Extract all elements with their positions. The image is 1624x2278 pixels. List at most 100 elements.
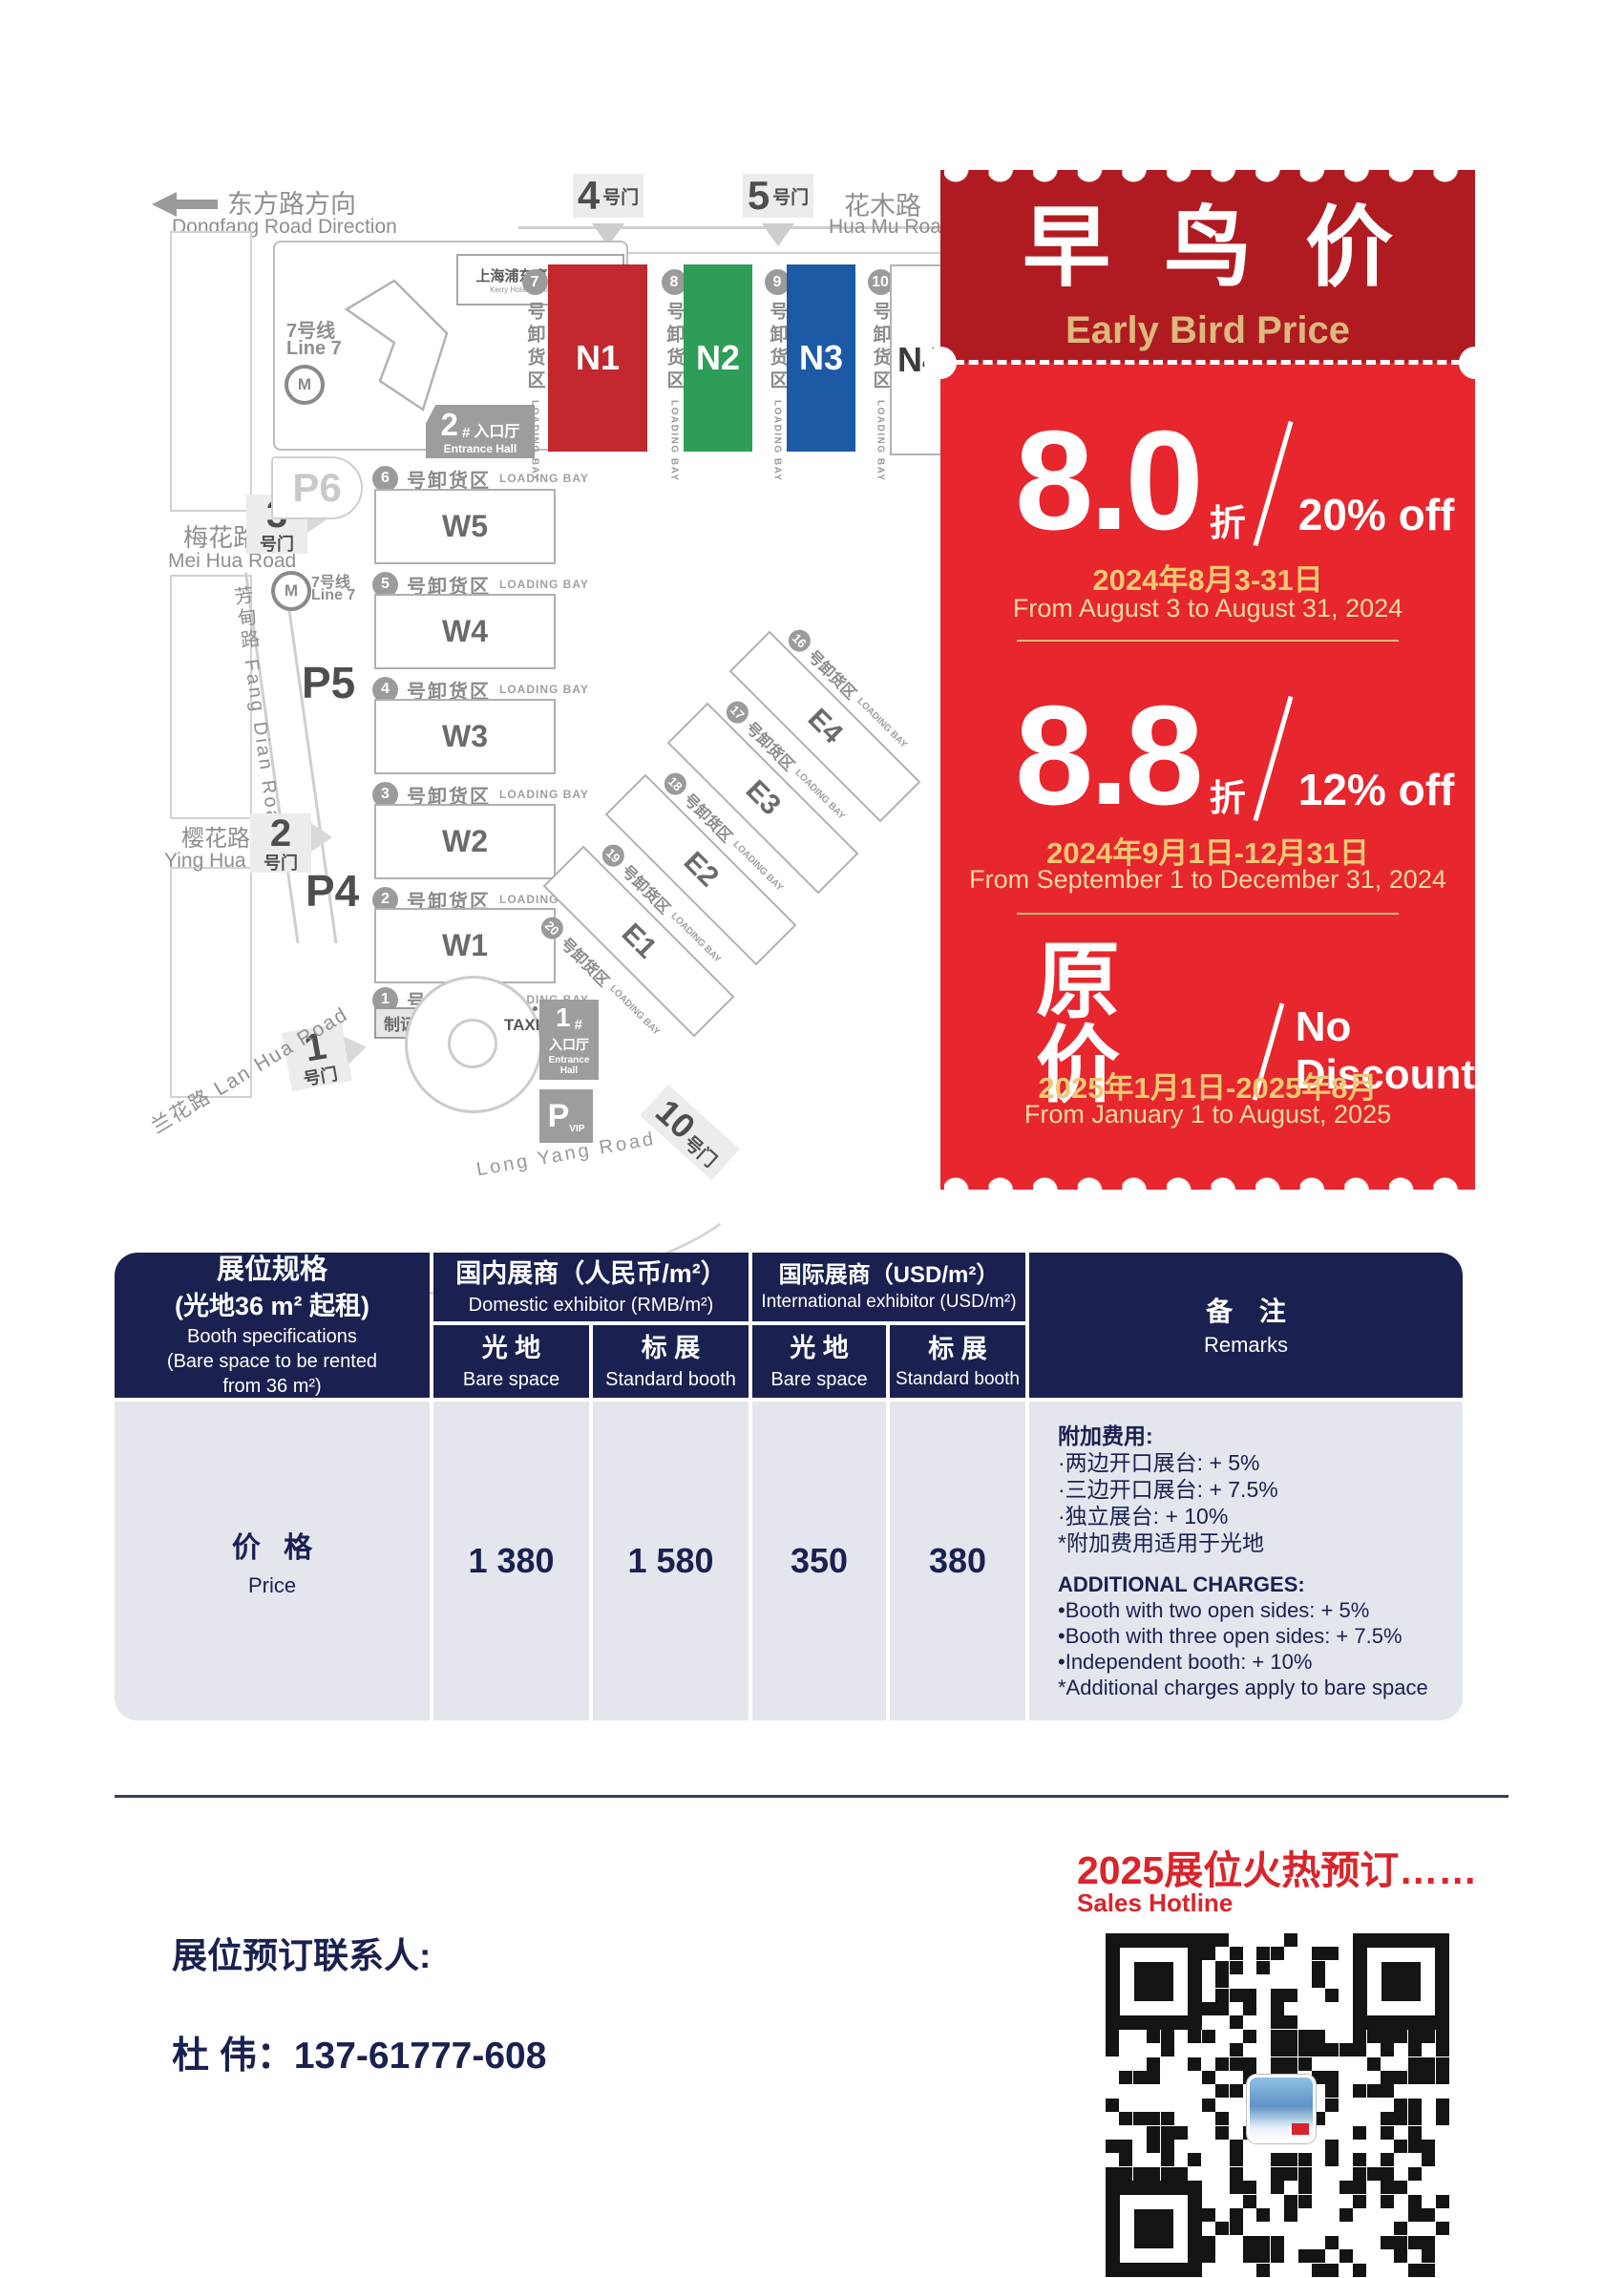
slash-icon (1253, 420, 1294, 547)
hotel-building-shape (344, 279, 449, 411)
expo-boundary-line (535, 252, 940, 254)
qr-finder-icon (1106, 2181, 1202, 2277)
row-price-label: 价 格 Price (115, 1402, 430, 1720)
hall-w2: W2 (374, 804, 556, 879)
city-block (170, 231, 252, 512)
hall-n1: N1 (548, 264, 647, 452)
tier1-date-cn: 2024年8月3-31日 (1092, 563, 1323, 597)
gate-4: 4 号门 (573, 174, 643, 218)
city-block (170, 575, 252, 819)
tier2-date-cn: 2024年9月1日-12月31日 (1046, 836, 1369, 870)
left-arrow-bar (162, 200, 218, 209)
qr-finder-icon (1106, 1933, 1202, 2030)
metro-logo-icon: M (271, 571, 311, 611)
loading-bay-4: 4 号卸货区 LOADING BAY (372, 676, 589, 703)
subheader-domestic-standard: 标 展 Standard booth (593, 1325, 749, 1398)
subheader-domestic-bare: 光 地 Bare space (433, 1325, 589, 1398)
gate-1-arrow-icon (343, 1030, 384, 1065)
header-international: 国际展商（USD/m²） International exhibitor (US… (752, 1253, 1025, 1321)
loading-bay-10: 10 号卸货区 LOADING BAY (864, 269, 896, 482)
loading-bay-5: 5 号卸货区 LOADING BAY (372, 571, 589, 598)
road-huamu-cn: 花木路 (844, 192, 921, 221)
loading-bay-number: 8 (661, 269, 687, 295)
metro-line7-en: Line 7 (311, 587, 356, 603)
gate-5-arrow-icon (762, 223, 794, 263)
gold-divider (1017, 640, 1399, 642)
road-meihua-cn: 梅花路 (183, 523, 259, 552)
tier2-row: 8.8 折 12% off (1015, 677, 1455, 834)
hall-w5: W5 (374, 489, 556, 564)
notch-left (924, 347, 957, 379)
slash-icon (1253, 695, 1294, 822)
value-international-bare: 350 (752, 1402, 886, 1720)
entrance-hall-2: 2 # 入口厅 Entrance Hall (426, 405, 535, 458)
tier3-date-en: From January 1 to August, 2025 (1023, 1100, 1392, 1128)
taxi-dot-icon (533, 1006, 538, 1011)
value-domestic-bare: 1 380 (433, 1402, 589, 1720)
qr-finder-icon (1353, 1933, 1449, 2030)
sales-hot-title: 2025展位火热预订…… (1077, 1848, 1478, 1892)
footer-divider (115, 1795, 1508, 1798)
gate-2: 2 号门 (250, 813, 311, 873)
header-booth-spec: 展位规格 (光地36 m² 起租) Booth specifications (… (115, 1253, 430, 1398)
road-line-north (518, 226, 940, 229)
gate-2-arrow-icon (311, 823, 347, 852)
road-dongfang-cn: 东方路方向 (227, 190, 356, 219)
gate-5: 5 号门 (743, 174, 813, 218)
parking-p6: P6 (271, 456, 363, 519)
hall-n3: N3 (787, 264, 855, 452)
taxi-label: TAXI (504, 1016, 540, 1034)
metro-line7-cn: 7号线 (286, 321, 336, 342)
contact-label: 展位预订联系人: (172, 1936, 432, 1975)
road-yinghua-cn: 樱花路 (181, 826, 250, 852)
stamp-perforation-bottom (940, 1168, 1475, 1191)
price-panel-header (940, 170, 1475, 363)
header-remarks: 备 注 Remarks (1029, 1253, 1463, 1398)
hall-w1: W1 (374, 908, 556, 983)
hall-n2: N2 (684, 264, 752, 452)
metro-line7-cn: 7号线 (311, 575, 350, 591)
entrance-hall-1: 1 # 入口厅 Entrance Hall (539, 1000, 599, 1080)
hall-w4: W4 (374, 594, 556, 669)
value-domestic-standard: 1 580 (593, 1402, 749, 1720)
loading-bay-7: 7 号卸货区 LOADING BAY (518, 269, 551, 482)
loading-bay-9: 9 号卸货区 LOADING BAY (761, 269, 793, 482)
metro-logo-icon: M (285, 365, 325, 405)
subheader-international-standard: 标 展 Standard booth (890, 1325, 1025, 1398)
roundabout-inner (448, 1019, 497, 1068)
loading-bay-6: 6 号卸货区 LOADING BAY (372, 465, 589, 492)
tier2-date-en: From September 1 to December 31, 2024 (969, 865, 1446, 894)
city-block (170, 867, 252, 1098)
qr-code (1106, 1933, 1449, 2277)
loading-bay-number: 7 (521, 269, 548, 295)
sales-hotline-label: Sales Hotline (1077, 1888, 1234, 1917)
value-international-standard: 380 (890, 1402, 1025, 1720)
tier1-row: 8.0 折 20% off (1015, 402, 1455, 559)
road-huamu-en: Hua Mu Road (829, 216, 953, 238)
parking-vip: P VIP (539, 1089, 593, 1143)
tier3-date-cn: 2025年1月1日-2025年8月 (1038, 1071, 1378, 1105)
loading-bay-number: 10 (867, 269, 894, 295)
road-meihua-en: Mei Hua Road (168, 550, 297, 572)
contact-phone: 杜 伟：137-61777-608 (172, 2035, 547, 2077)
loading-bay-8: 8 号卸货区 LOADING BAY (658, 269, 690, 482)
metro-line7-en: Line 7 (286, 338, 342, 359)
perforation-line (940, 360, 1475, 365)
remarks-body: 附加费用: ·两边开口展台: + 5% ·三边开口展台: + 7.5% ·独立展… (1029, 1402, 1463, 1720)
price-title-en: Early Bird Price (1065, 309, 1350, 351)
notch-right (1459, 347, 1491, 379)
gold-divider (1017, 913, 1399, 915)
parking-p5: P5 (302, 658, 356, 707)
price-title-cn: 早鸟价 (1022, 200, 1446, 297)
stamp-perforation-top (940, 169, 1475, 192)
header-domestic: 国内展商（人民币/m²） Domestic exhibitor (RMB/m²) (433, 1253, 749, 1321)
parking-p4: P4 (306, 866, 360, 916)
subheader-international-bare: 光 地 Bare space (752, 1325, 886, 1398)
qr-center-logo (1247, 2075, 1316, 2143)
tier1-date-en: From August 3 to August 31, 2024 (1012, 594, 1403, 622)
tier3-row: 原价 No Discount (1036, 934, 1475, 1112)
hall-w3: W3 (374, 699, 556, 774)
loading-bay-number: 9 (764, 269, 791, 295)
early-bird-price-panel: 早鸟价 Early Bird Price 8.0 折 20% off 2024年… (924, 169, 1491, 1191)
loading-bay-3: 3 号卸货区 LOADING BAY (372, 781, 589, 808)
